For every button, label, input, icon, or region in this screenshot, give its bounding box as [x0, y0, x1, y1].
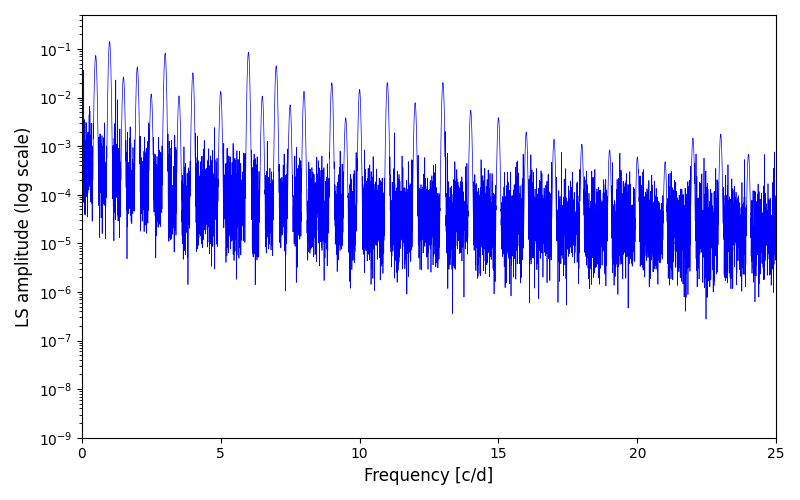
- X-axis label: Frequency [c/d]: Frequency [c/d]: [364, 467, 494, 485]
- Y-axis label: LS amplitude (log scale): LS amplitude (log scale): [15, 126, 33, 326]
